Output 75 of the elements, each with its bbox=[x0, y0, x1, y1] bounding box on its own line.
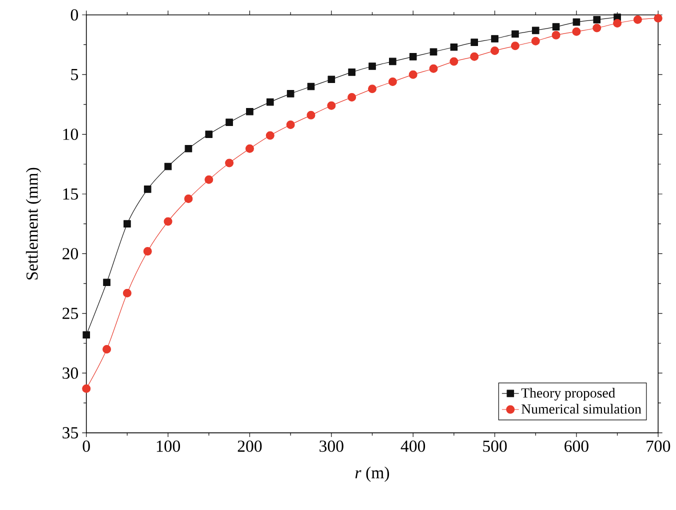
point bbox=[408, 70, 418, 79]
point bbox=[306, 110, 316, 120]
point bbox=[572, 27, 581, 36]
point bbox=[450, 57, 458, 66]
point bbox=[552, 23, 560, 30]
point bbox=[164, 217, 172, 226]
point bbox=[470, 52, 479, 61]
point bbox=[144, 185, 152, 193]
point bbox=[552, 30, 560, 40]
point bbox=[654, 14, 662, 22]
point bbox=[184, 144, 192, 152]
point bbox=[82, 331, 90, 338]
point bbox=[245, 144, 254, 153]
x-tick-label: 100 bbox=[156, 440, 180, 452]
point bbox=[266, 98, 274, 106]
point bbox=[226, 118, 233, 126]
point bbox=[246, 108, 254, 116]
x-axis-title: r (m) bbox=[355, 466, 390, 482]
point bbox=[204, 175, 214, 184]
x-tick-label: 300 bbox=[320, 440, 344, 452]
point bbox=[512, 30, 519, 38]
point bbox=[266, 131, 274, 140]
point bbox=[593, 16, 601, 24]
point bbox=[328, 76, 336, 83]
point bbox=[122, 288, 132, 298]
x-tick-label: 200 bbox=[238, 440, 262, 452]
point bbox=[389, 58, 396, 66]
y-tick-label: 30 bbox=[62, 367, 78, 379]
y-tick-label: 0 bbox=[70, 9, 78, 20]
x-tick-label: 500 bbox=[483, 440, 507, 452]
point bbox=[124, 220, 131, 228]
point bbox=[531, 36, 540, 46]
y-tick-label: 35 bbox=[62, 427, 78, 438]
y-tick-label: 5 bbox=[71, 68, 78, 80]
point bbox=[286, 120, 295, 129]
point bbox=[450, 43, 458, 51]
point bbox=[164, 162, 172, 170]
y-tick-label: 20 bbox=[62, 248, 78, 260]
point bbox=[348, 68, 356, 76]
point bbox=[388, 77, 397, 86]
x-tick-label: 0 bbox=[82, 440, 90, 452]
x-tick-label: 400 bbox=[400, 440, 426, 452]
x-tick-label: 600 bbox=[564, 440, 588, 452]
point bbox=[491, 34, 498, 42]
point bbox=[327, 101, 336, 110]
point bbox=[307, 82, 315, 90]
point bbox=[205, 130, 213, 138]
point bbox=[470, 38, 478, 46]
point bbox=[184, 194, 193, 203]
legend-label: Theory proposed bbox=[521, 388, 616, 400]
point bbox=[409, 52, 417, 60]
point bbox=[613, 18, 622, 28]
y-tick-label: 10 bbox=[63, 128, 78, 140]
y-axis-title: Settlement (mm) bbox=[26, 168, 42, 280]
point bbox=[368, 62, 376, 70]
point bbox=[225, 158, 234, 168]
point bbox=[103, 278, 110, 286]
y-tick-label: 25 bbox=[62, 308, 78, 319]
point bbox=[102, 344, 112, 354]
point bbox=[572, 18, 580, 26]
x-tick-label: 700 bbox=[646, 440, 670, 452]
point bbox=[490, 46, 500, 55]
point bbox=[592, 24, 602, 32]
point bbox=[429, 64, 438, 73]
point bbox=[633, 15, 642, 24]
point bbox=[82, 384, 91, 393]
legend-label: Numerical simulation bbox=[522, 404, 642, 414]
point bbox=[368, 84, 376, 94]
point bbox=[510, 42, 520, 50]
point bbox=[348, 92, 356, 102]
y-tick-label: 15 bbox=[63, 188, 78, 200]
point bbox=[286, 90, 294, 98]
point bbox=[532, 26, 540, 34]
point bbox=[430, 48, 438, 56]
point bbox=[143, 246, 152, 256]
